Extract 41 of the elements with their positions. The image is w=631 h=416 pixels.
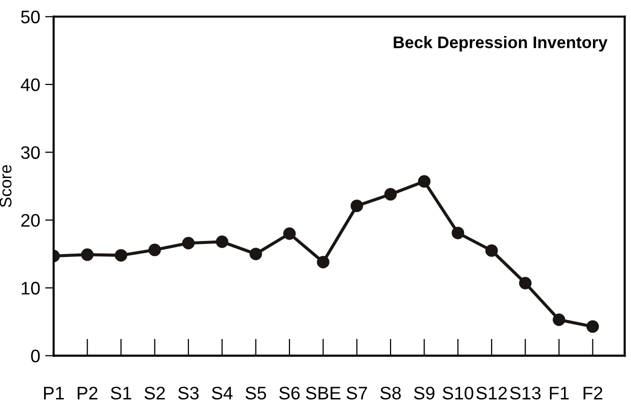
point [418,175,430,188]
point [216,236,228,248]
x-tick-label: S5 [246,386,266,400]
y-tick-label: 20 [21,214,40,227]
x-tick-label: S4 [212,386,233,400]
x-tick-label: S7 [346,386,367,400]
point [148,244,161,256]
x-tick-label: S12 [476,386,507,400]
point [283,227,296,240]
x-tick-label: S13 [510,386,541,400]
point [250,248,262,260]
text: Beck Depression Inventory [394,36,608,52]
point [350,200,364,212]
y-tick-label: 30 [21,146,40,159]
y-tick-label: 50 [21,10,40,24]
y-tick-label: 10 [22,282,40,295]
point [384,188,397,201]
point [552,313,566,326]
point [316,256,330,268]
point [182,236,195,250]
point [81,248,94,261]
x-tick-label: S10 [442,386,474,400]
x-tick-label: S9 [414,386,434,400]
point [452,226,464,240]
x-tick-label: S2 [144,386,165,400]
x-tick-label: F1 [550,386,569,400]
point [114,249,128,262]
point [586,320,599,333]
x-tick-label: S8 [380,386,401,400]
y-tick-label: 0 [31,350,40,362]
y-tick-label: 40 [20,78,40,92]
x-tick-label: S1 [110,386,132,400]
point [519,276,532,290]
x-tick-label: S6 [279,386,300,400]
x-tick-label: SBE [306,386,340,400]
x-tick-label: P2 [78,386,98,400]
point [485,244,498,257]
y-axis-title: Score [0,165,12,208]
x-tick-label: F2 [584,386,602,400]
x-tick-label: P1 [44,386,64,400]
x-tick-label: S3 [178,386,199,400]
